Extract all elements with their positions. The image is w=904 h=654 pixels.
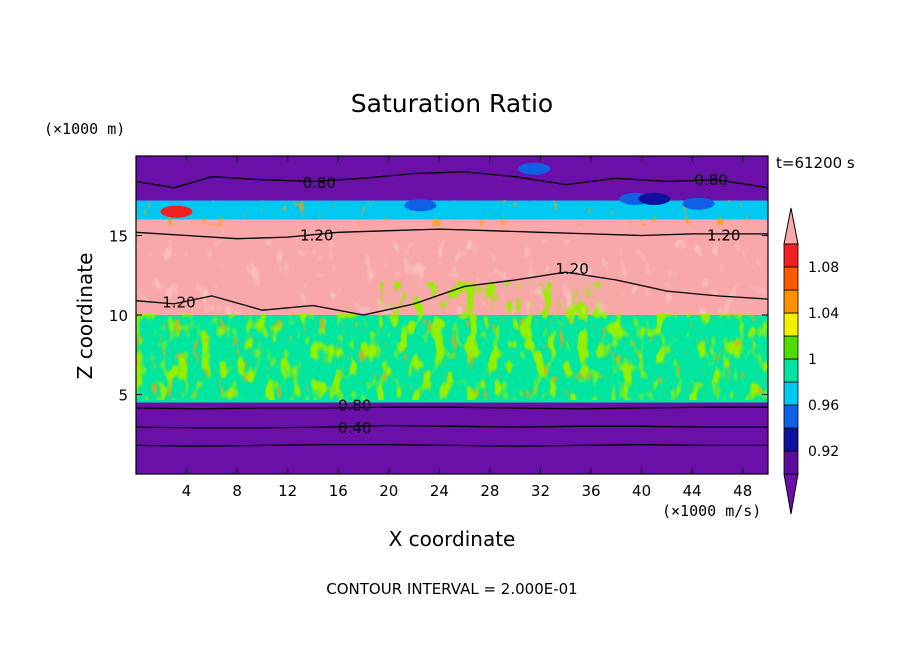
x-tick-label-3: 16 <box>329 482 348 500</box>
x-tick-label-0: 4 <box>182 482 192 500</box>
y-tick-label-1: 10 <box>109 307 128 325</box>
x-axis-ticks: 4 8 12 16 20 24 28 32 36 40 44 48 <box>182 156 752 500</box>
cloud-patch-4 <box>404 199 437 212</box>
colorbar-swatch-7 <box>783 289 799 314</box>
colorbar-swatch-4 <box>783 358 799 383</box>
colorbar-swatch-1 <box>783 427 799 452</box>
colorbar-swatch-9 <box>783 243 799 268</box>
x-tick-label-10: 44 <box>683 482 702 500</box>
contour-line-3 <box>136 171 768 189</box>
cloud-patch-5 <box>160 205 193 218</box>
plot-area: 0.80 0.80 1.20 1.20 1.20 1.20 0.80 0.40 <box>136 156 768 474</box>
y-tick-label-2: 15 <box>109 228 128 246</box>
contour-label-0: 0.80 <box>303 174 336 192</box>
contour-layer <box>136 171 768 447</box>
chart-title: Saturation Ratio <box>351 89 553 118</box>
y-axis-label: Z coordinate <box>73 253 97 380</box>
contour-label-7: 0.40 <box>338 419 371 437</box>
colorbar-swatch-5 <box>783 335 799 360</box>
colorbar-swatch-6 <box>783 312 799 337</box>
contour-line-5 <box>136 271 768 316</box>
colorbar-label-4: 0.92 <box>808 444 839 460</box>
x-unit-label: (×1000 m/s) <box>662 502 761 520</box>
colorbar-label-3: 0.96 <box>808 398 839 414</box>
colorbar-swatch-2 <box>783 404 799 429</box>
x-axis-label: X coordinate <box>389 527 516 551</box>
x-tick-label-1: 8 <box>232 482 242 500</box>
contour-label-5: 1.20 <box>162 293 195 311</box>
band-0 <box>136 402 768 474</box>
cloud-patch-layer <box>160 162 715 218</box>
colorbar-label-0: 1.08 <box>808 260 839 276</box>
colorbar-swatch-0 <box>783 450 799 475</box>
y-unit-label: (×1000 m) <box>44 120 125 138</box>
colorbar-swatch-3 <box>783 381 799 406</box>
cloud-patch-3 <box>682 197 715 210</box>
colorbar: 1.08 1.04 1 0.96 0.92 <box>783 207 839 515</box>
cloud-texture-pink <box>136 240 768 314</box>
contour-label-3: 1.20 <box>707 227 740 245</box>
y-tick-label-0: 5 <box>118 387 128 405</box>
x-tick-label-6: 28 <box>480 482 499 500</box>
x-tick-label-9: 40 <box>632 482 651 500</box>
y-axis-ticks: 5 10 15 <box>109 228 768 405</box>
contour-label-6: 0.80 <box>338 397 371 415</box>
cloud-patch-2 <box>638 192 671 205</box>
colorbar-label-1: 1.04 <box>808 306 839 322</box>
turbulent-texture <box>136 200 768 400</box>
colorbar-under-arrow <box>783 473 799 515</box>
cloud-texture-upper <box>136 200 768 226</box>
contour-interval-note: CONTOUR INTERVAL = 2.000E-01 <box>326 580 577 598</box>
contour-label-2: 1.20 <box>300 227 333 245</box>
x-tick-label-2: 12 <box>278 482 297 500</box>
colorbar-swatch-8 <box>783 266 799 291</box>
x-tick-label-8: 36 <box>581 482 600 500</box>
contour-line-0 <box>136 424 768 429</box>
x-tick-label-4: 20 <box>379 482 398 500</box>
contour-label-4: 1.20 <box>555 260 588 278</box>
x-tick-label-7: 32 <box>531 482 550 500</box>
x-tick-label-11: 48 <box>733 482 752 500</box>
contour-label-layer: 0.80 0.80 1.20 1.20 1.20 1.20 0.80 0.40 <box>162 171 740 437</box>
contour-line-1 <box>136 443 768 447</box>
contour-line-4 <box>136 228 768 240</box>
cloud-patch-0 <box>518 162 551 175</box>
time-label: t=61200 s <box>776 154 855 172</box>
colorbar-over-arrow <box>783 207 799 245</box>
contour-line-2 <box>136 406 768 410</box>
colorbar-label-2: 1 <box>808 352 817 368</box>
contour-label-1: 0.80 <box>694 171 727 189</box>
x-tick-label-5: 24 <box>430 482 449 500</box>
